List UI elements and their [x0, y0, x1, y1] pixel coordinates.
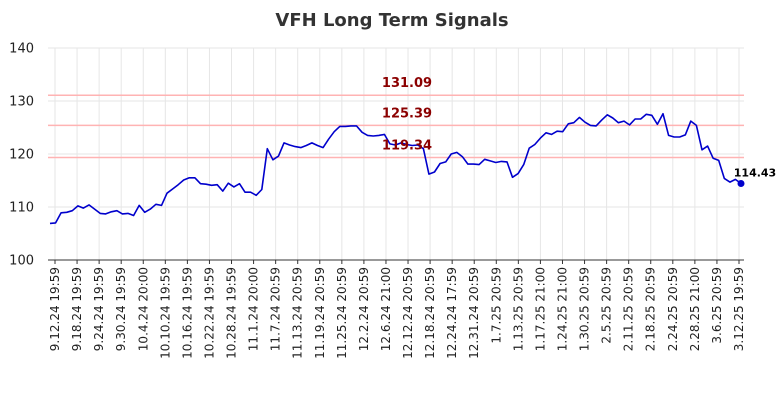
x-tick-label: 9.18.24 19:59 [70, 267, 84, 351]
y-tick-label: 130 [9, 95, 34, 110]
x-tick-label: 11.13.24 20:59 [291, 267, 305, 359]
last-value-label: 114.43 [734, 167, 776, 180]
chart-title: VFH Long Term Signals [275, 10, 508, 31]
y-tick-label: 110 [9, 201, 34, 216]
x-tick-label: 10.22.24 19:59 [202, 267, 216, 359]
x-tick-label: 2.28.25 21:00 [688, 267, 702, 351]
x-tick-label: 12.24.24 17:59 [445, 267, 459, 359]
reference-line-label: 131.09 [382, 76, 432, 91]
x-tick-label: 1.30.25 20:59 [578, 267, 592, 351]
series-layer [49, 112, 745, 225]
axes: 100 110 120 130 140 9.12.24 19:59 9.18.24 19:5… [9, 42, 746, 359]
reference-line-label: 119.34 [382, 138, 432, 153]
x-tick-label: 11.7.24 20:59 [269, 267, 283, 351]
x-tick-label: 10.10.24 19:59 [158, 267, 172, 359]
x-tick-label: 1.13.25 20:59 [511, 267, 525, 351]
x-tick-label: 9.24.24 19:59 [92, 267, 106, 351]
x-tick-label: 1.7.25 20:59 [489, 267, 503, 344]
labels: 131.09 125.39 119.34 114.43 [382, 76, 776, 179]
x-tick-label: 2.18.25 20:59 [644, 267, 658, 351]
y-tick-label: 140 [9, 42, 34, 57]
x-tick-label: 11.25.24 20:59 [335, 267, 349, 359]
x-tick-label: 9.30.24 19:59 [114, 267, 128, 351]
x-tick-label: 9.12.24 19:59 [48, 267, 62, 351]
x-tick-label: 12.31.24 20:59 [467, 267, 481, 359]
y-tick-label: 120 [9, 148, 34, 163]
reference-line-label: 125.39 [382, 106, 432, 121]
x-tick-label: 12.6.24 21:00 [379, 267, 393, 351]
x-tick-label: 11.19.24 20:59 [313, 267, 327, 359]
price-line [49, 112, 742, 225]
x-tick-label: 10.16.24 19:59 [180, 267, 194, 359]
reference-lines [48, 94, 744, 159]
last-point-marker [737, 180, 745, 188]
x-tick-label: 12.18.24 20:59 [423, 267, 437, 359]
x-tick-label: 2.5.25 20:59 [600, 267, 614, 344]
x-tick-label: 12.12.24 20:59 [401, 267, 415, 359]
x-tick-label: 1.24.25 21:00 [555, 267, 569, 351]
x-tick-label: 10.28.24 19:59 [225, 267, 239, 359]
x-tick-label: 3.12.25 19:59 [732, 267, 746, 351]
x-tick-label: 12.2.24 20:59 [357, 267, 371, 351]
y-tick-label: 100 [9, 254, 34, 269]
x-tick-label: 2.11.25 20:59 [622, 267, 636, 351]
x-tick-label: 1.17.25 21:00 [533, 267, 547, 351]
x-tick-label: 11.1.24 20:00 [247, 267, 261, 351]
x-tick-label: 2.24.25 20:59 [666, 267, 680, 351]
x-tick-label: 3.6.25 20:59 [710, 267, 724, 344]
x-tick-label: 10.4.24 20:00 [136, 267, 150, 351]
grid [48, 47, 744, 261]
